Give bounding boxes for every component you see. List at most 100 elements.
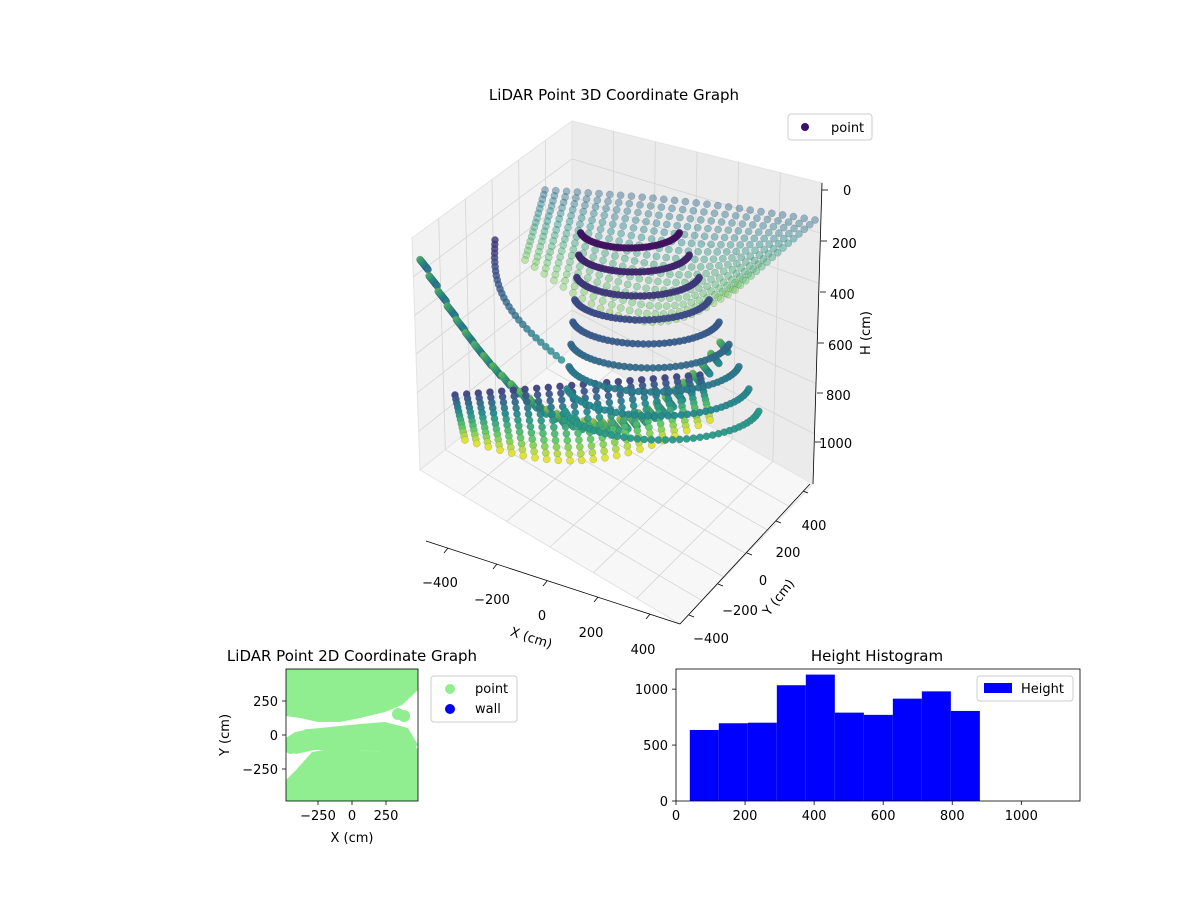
point-marker [542, 455, 551, 464]
point-marker [616, 191, 625, 200]
point-marker [652, 219, 661, 227]
point-marker [538, 195, 547, 204]
point-marker [784, 218, 793, 226]
point-marker [609, 259, 617, 268]
point-marker [703, 282, 711, 291]
point-marker [549, 416, 557, 425]
point-marker [601, 453, 609, 462]
point-marker [547, 242, 556, 251]
point-marker [755, 240, 764, 249]
point-marker [736, 240, 745, 249]
point-marker [614, 277, 623, 286]
point-marker [595, 232, 603, 240]
point-marker [527, 329, 536, 338]
point-marker [566, 258, 574, 266]
point-marker [733, 259, 741, 268]
point-marker [726, 284, 735, 292]
legend-label-point: point [475, 682, 508, 697]
point-marker [531, 453, 539, 462]
point-marker [636, 445, 644, 454]
point-marker [773, 248, 782, 257]
hist-title: Height Histogram [811, 647, 943, 665]
point-marker [533, 252, 542, 261]
point-marker [695, 296, 704, 305]
point-marker [598, 297, 607, 305]
point-marker [722, 247, 731, 256]
point-marker [547, 347, 555, 355]
point-marker [774, 216, 782, 225]
point-marker [739, 275, 747, 284]
point-marker [598, 218, 607, 227]
y-tick-label: 400 [802, 519, 827, 534]
point-marker [556, 209, 565, 218]
point-marker [687, 263, 696, 271]
point-marker [557, 389, 565, 398]
point-marker [624, 448, 633, 457]
x-tick-label: 200 [733, 809, 758, 824]
point-marker [707, 240, 715, 249]
point-marker [721, 289, 730, 298]
point-marker [640, 435, 649, 444]
point-marker [668, 435, 677, 444]
point-marker [649, 194, 657, 202]
point-marker [533, 390, 542, 399]
point-marker [643, 309, 651, 318]
point-marker [654, 277, 662, 286]
point-marker [553, 220, 562, 229]
point-marker [573, 188, 582, 196]
point-marker [545, 390, 554, 398]
point-marker [709, 255, 718, 264]
point-marker [689, 434, 698, 443]
point-marker [765, 228, 773, 237]
point-marker [595, 413, 604, 422]
point-marker [747, 272, 755, 280]
hist-bar [718, 723, 748, 801]
x-tick-label: 0 [672, 809, 680, 824]
plot-area-2d [286, 669, 418, 801]
x-tick-label: 800 [940, 809, 965, 824]
point-marker [778, 211, 787, 219]
legend-label-wall: wall [475, 702, 501, 717]
point-marker [527, 428, 536, 437]
point-marker [676, 213, 684, 222]
point-marker [675, 270, 683, 279]
point-marker [581, 242, 589, 251]
point-marker [655, 211, 663, 219]
point-marker [707, 275, 715, 284]
point-marker [800, 225, 809, 234]
point-marker [705, 295, 714, 304]
point-marker [575, 436, 583, 444]
point-marker [715, 261, 723, 270]
point-marker [677, 411, 685, 419]
hist-bar [689, 729, 719, 801]
point-marker [548, 410, 556, 418]
point-marker [647, 235, 656, 243]
point-marker [603, 282, 611, 290]
point-marker [685, 251, 694, 259]
point-marker [741, 258, 750, 266]
point-marker [620, 422, 629, 431]
legend-marker-point [801, 123, 809, 131]
point-marker [600, 211, 609, 220]
point-marker [625, 306, 634, 315]
point-marker [562, 270, 571, 279]
point-marker [707, 287, 716, 296]
point-marker [675, 228, 684, 237]
point-marker [738, 220, 747, 228]
point-marker [559, 198, 568, 207]
point-marker [523, 246, 532, 255]
point-marker [700, 208, 708, 216]
point-marker [540, 227, 549, 236]
point-marker [540, 269, 549, 278]
point-marker [590, 209, 598, 218]
point-marker [533, 214, 541, 222]
point-marker [496, 446, 504, 455]
x-tick-label: 600 [871, 809, 896, 824]
point-marker [750, 256, 759, 265]
point-marker [672, 278, 680, 287]
point-marker [735, 204, 744, 213]
y-tick-label: 500 [643, 739, 668, 754]
point-marker [795, 230, 803, 238]
point-marker [532, 333, 540, 342]
point-marker [599, 440, 608, 449]
